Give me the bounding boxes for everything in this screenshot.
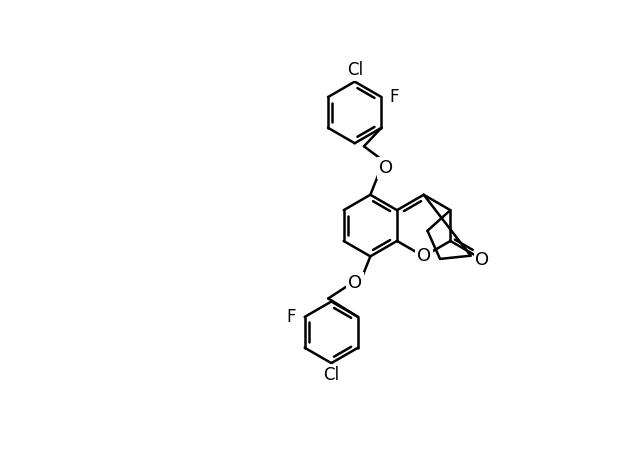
Text: F: F: [389, 88, 399, 106]
Text: Cl: Cl: [323, 366, 339, 384]
Text: O: O: [379, 159, 393, 177]
Text: O: O: [348, 274, 362, 292]
Text: O: O: [476, 250, 490, 269]
Text: Cl: Cl: [347, 61, 363, 79]
Text: O: O: [417, 248, 431, 265]
Text: F: F: [286, 308, 296, 326]
